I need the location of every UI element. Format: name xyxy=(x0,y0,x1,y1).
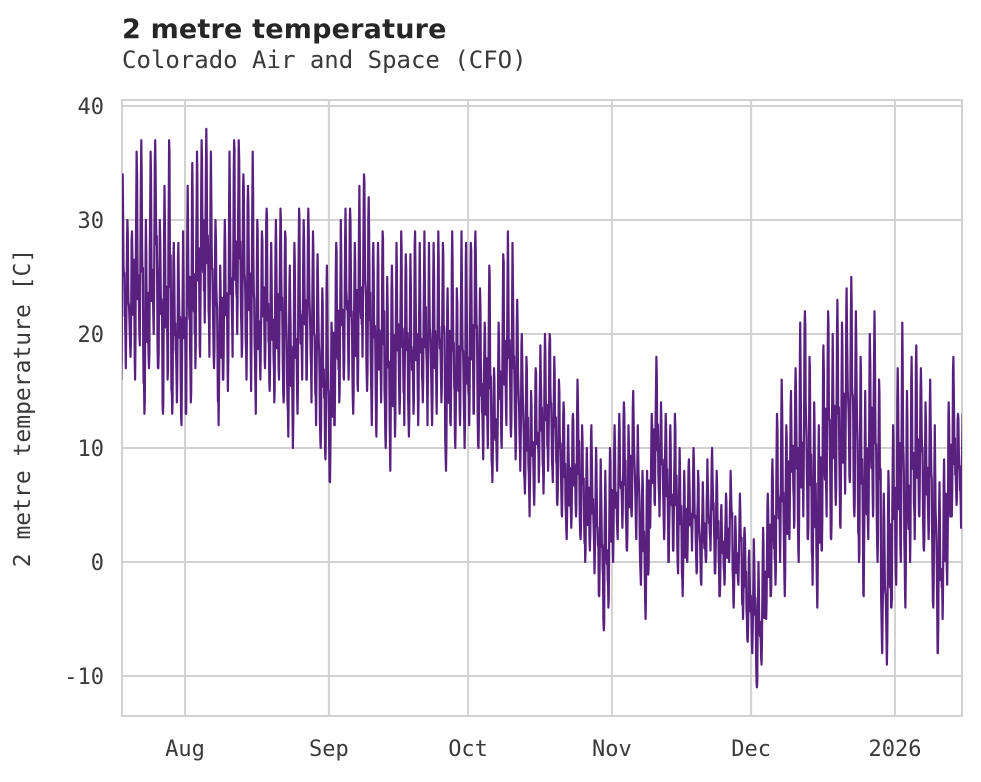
x-tick-label: Oct xyxy=(448,737,488,762)
plot-border xyxy=(121,99,963,717)
chart-subtitle: Colorado Air and Space (CFO) xyxy=(122,46,527,75)
y-tick-label: 10 xyxy=(78,437,105,462)
x-tick-label: Aug xyxy=(165,737,205,762)
temperature-line xyxy=(122,127,962,689)
x-tick-label: 2026 xyxy=(869,737,922,762)
y-tick-label: 0 xyxy=(91,551,104,576)
chart-header: 2 metre temperature Colorado Air and Spa… xyxy=(122,14,527,75)
y-tick-label: 20 xyxy=(78,323,105,348)
y-tick-label: 30 xyxy=(78,209,105,234)
chart-title: 2 metre temperature xyxy=(122,14,447,45)
y-tick-label: -10 xyxy=(64,665,104,690)
x-tick-label: Dec xyxy=(731,737,771,762)
x-tick-label: Sep xyxy=(309,737,349,762)
y-axis-label: 2 metre temperature [C] xyxy=(10,249,36,568)
x-tick-label: Nov xyxy=(592,737,632,762)
y-tick-label: 40 xyxy=(78,95,105,120)
